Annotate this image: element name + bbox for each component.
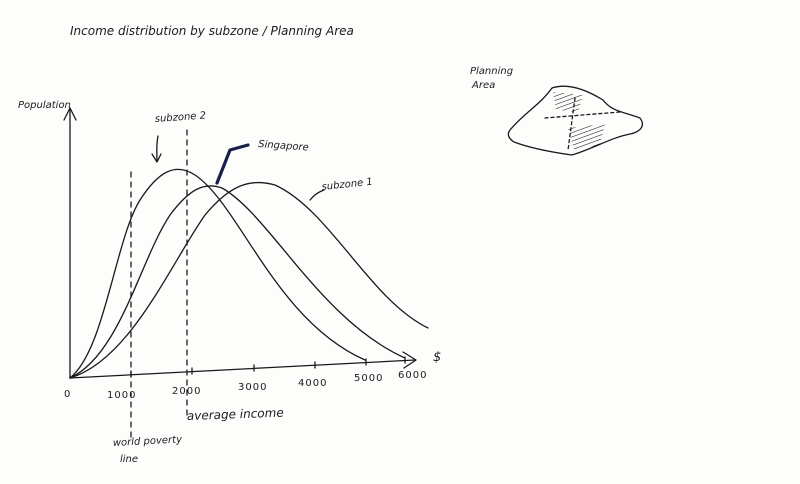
shaded-subzone-north <box>553 92 583 112</box>
label-poverty-line-2: line <box>120 454 138 465</box>
label-poverty-line-1: world poverty <box>113 434 184 449</box>
curve-subzone-1 <box>69 181 429 379</box>
label-average-income: average income <box>187 406 284 423</box>
tick-label-1000: 1000 <box>107 390 136 401</box>
axes: Population $ 0 <box>18 100 441 400</box>
label-singapore: Singapore <box>258 139 309 154</box>
x-axis-unit: $ <box>433 350 441 365</box>
y-axis-arrow <box>63 107 77 121</box>
tick-label-3000: 3000 <box>238 382 267 393</box>
x-ticks: 1000 2000 3000 4000 5000 6000 <box>107 356 427 401</box>
shaded-subzone-south <box>568 124 605 150</box>
tick-label-2000: 2000 <box>172 386 201 397</box>
pointer-subzone-1 <box>309 189 325 201</box>
origin-label: 0 <box>64 389 71 400</box>
tick-label-5000: 5000 <box>354 373 383 384</box>
planning-area-divider-2 <box>567 97 576 151</box>
pointer-subzone-2 <box>156 135 159 161</box>
planning-area-label-1: Planning <box>470 66 513 77</box>
planning-area-outline <box>507 85 644 156</box>
planning-area-label-2: Area <box>471 80 495 91</box>
diagram-title: Income distribution by subzone / Plannin… <box>70 24 354 38</box>
planning-area-sketch: Planning Area <box>470 66 644 156</box>
tick-label-6000: 6000 <box>398 370 427 381</box>
distribution-curves <box>69 168 429 379</box>
label-subzone-1: subzone 1 <box>321 177 373 193</box>
curve-subzone-2 <box>69 168 366 379</box>
y-axis-label: Population <box>18 100 71 111</box>
x-axis <box>69 359 416 379</box>
label-subzone-2: subzone 2 <box>154 110 206 125</box>
pointer-subzone-2-head <box>151 153 162 163</box>
x-axis-arrow <box>402 351 417 369</box>
tick-label-4000: 4000 <box>298 378 327 389</box>
planning-area-divider-1 <box>544 111 621 119</box>
curve-singapore <box>69 185 406 379</box>
pointer-singapore <box>215 143 250 185</box>
